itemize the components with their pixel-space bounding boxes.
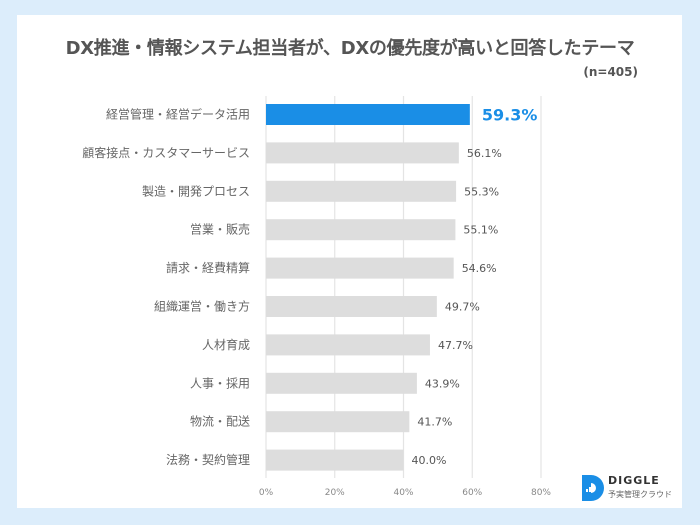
value-label: 55.1% xyxy=(463,224,498,237)
category-label: 人事・採用 xyxy=(190,376,250,390)
bar-highlighted xyxy=(266,104,470,125)
category-label: 法務・契約管理 xyxy=(166,452,250,467)
x-tick-label: 40% xyxy=(393,488,413,498)
category-labels: 経営管理・経営データ活用顧客接点・カスタマーサービス製造・開発プロセス営業・販売… xyxy=(82,107,250,468)
category-label: 顧客接点・カスタマーサービス xyxy=(82,145,250,160)
bar xyxy=(266,334,430,356)
category-label: 営業・販売 xyxy=(190,222,250,237)
chart-title: DX推進・情報システム担当者が、DXの優先度が高いと回答したテーマ xyxy=(65,38,635,59)
sample-size: (n=405) xyxy=(583,65,638,79)
x-tick-label: 0% xyxy=(259,488,274,498)
bars xyxy=(266,104,470,471)
diggle-logo: DIGGLE 予実管理クラウド xyxy=(582,474,682,504)
x-tick-label: 20% xyxy=(325,488,345,498)
value-label: 43.9% xyxy=(425,377,460,390)
bar xyxy=(266,219,456,241)
x-tick-label: 60% xyxy=(462,488,482,498)
category-label: 経営管理・経営データ活用 xyxy=(106,107,250,122)
category-label: 組織運営・働き方 xyxy=(154,299,250,314)
category-label: 製造・開発プロセス xyxy=(142,184,250,198)
bar xyxy=(266,296,437,317)
value-label-highlighted: 59.3% xyxy=(482,106,538,125)
value-label: 47.7% xyxy=(438,339,473,352)
bar xyxy=(266,372,417,394)
value-label: 55.3% xyxy=(464,185,499,198)
bar xyxy=(266,411,410,433)
value-label: 49.7% xyxy=(445,301,480,314)
category-label: 物流・配送 xyxy=(190,414,250,429)
logo-tagline: 予実管理クラウド xyxy=(608,490,672,499)
bar xyxy=(266,449,404,471)
bar xyxy=(266,180,457,202)
logo-name: DIGGLE xyxy=(608,474,660,487)
category-label: 人材育成 xyxy=(202,337,250,352)
bar xyxy=(266,257,454,279)
value-label: 54.6% xyxy=(462,262,497,275)
diggle-d-bar-chart-icon xyxy=(582,475,604,501)
x-tick-label: 80% xyxy=(531,488,551,498)
bar xyxy=(266,142,459,164)
x-axis-tick-labels: 0% 20% 40% 60% 80% xyxy=(259,488,552,498)
value-label: 56.1% xyxy=(467,147,502,160)
value-label: 41.7% xyxy=(417,416,452,429)
value-label: 40.0% xyxy=(412,454,447,467)
value-labels: 59.3% 56.1% 55.3% 55.1% 54.6% 49.7% 47.7% 43.9%… xyxy=(412,106,538,468)
category-label: 請求・経費精算 xyxy=(166,260,250,275)
